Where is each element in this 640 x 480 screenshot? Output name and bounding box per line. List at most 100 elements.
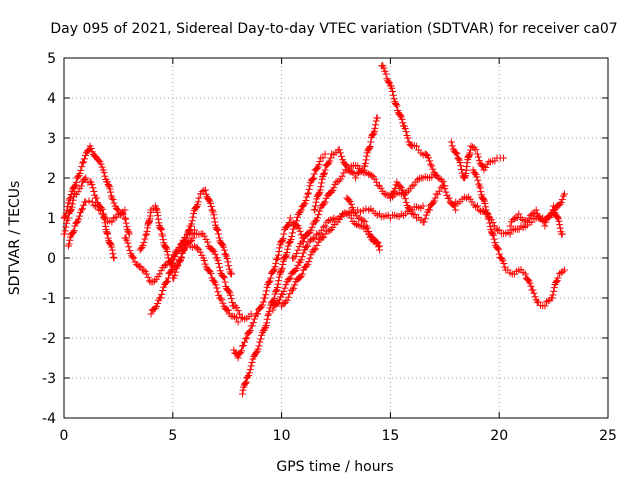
data-point [245,328,253,336]
data-point [190,210,198,218]
data-point [365,170,373,178]
data-point [88,198,96,206]
data-point [273,256,281,264]
data-point [74,188,82,196]
data-point [371,124,379,132]
data-point [392,101,400,109]
data-point [153,208,161,216]
data-point [139,242,147,250]
data-point [126,246,134,254]
data-point [473,173,481,181]
data-point [156,224,164,232]
data-point [286,238,294,246]
data-point [485,215,493,223]
data-point [558,195,566,203]
data-point [154,212,162,220]
data-point [319,223,327,231]
data-point [215,263,223,271]
series-track-6 [136,202,199,274]
data-point [238,347,246,355]
data-point [219,273,227,281]
data-point [288,233,296,241]
data-point [77,206,85,214]
data-point [408,210,416,218]
data-point [324,160,332,168]
data-point [550,287,558,295]
data-point [184,227,192,235]
data-point [316,157,324,165]
series-track-1 [60,142,133,238]
data-point [173,264,181,272]
data-point [188,220,196,228]
data-point [345,196,353,204]
data-point [552,278,560,286]
data-point [64,202,72,210]
data-point [317,179,325,187]
data-point [87,145,95,153]
data-point [482,203,490,211]
data-point [306,254,314,262]
data-point [265,279,273,287]
axis-ticks: 0 5 10 15 20 25 -4 -3 -2 -1 0 1 2 3 4 5 [42,51,617,444]
data-point [263,315,271,323]
data-point [298,253,306,261]
data-point [431,194,439,202]
data-point [399,119,407,127]
data-point [308,223,316,231]
data-point [262,287,270,295]
data-point [182,241,190,249]
x-tick-label: 15 [381,428,399,444]
data-point [335,146,343,154]
data-point [106,239,114,247]
data-point [166,258,174,266]
y-tick-label: 0 [47,251,56,267]
data-point [447,138,455,146]
data-point [288,286,296,294]
data-point [389,189,397,197]
data-point [141,235,149,243]
data-point [308,176,316,184]
data-point [78,205,86,213]
data-point [377,184,385,192]
data-point [473,202,481,210]
series-track-16 [386,178,460,226]
data-point [140,239,148,247]
data-point [200,256,208,264]
data-point [363,152,371,160]
data-point [261,323,269,331]
data-point [264,311,272,319]
data-point [541,302,549,310]
data-point [122,219,130,227]
data-point [77,182,85,190]
data-point [372,121,380,129]
data-point [474,176,482,184]
data-point [364,224,372,232]
x-tick-label: 5 [168,428,177,444]
data-point [330,184,338,192]
data-point [518,216,526,224]
data-point [215,260,223,268]
data-point [106,185,114,193]
data-point [271,263,279,271]
data-point [125,230,133,238]
data-point [550,202,558,210]
data-point [366,143,374,151]
data-point [328,188,336,196]
data-point [254,345,262,353]
data-point [224,258,232,266]
data-point [500,259,508,267]
x-tick-label: 25 [599,428,617,444]
data-point [554,213,562,221]
data-point [210,211,218,219]
data-point [411,211,419,219]
data-point [334,218,342,226]
data-point [297,206,305,214]
data-point [429,165,437,173]
data-point [227,295,235,303]
y-tick-label: 3 [47,131,56,147]
data-point [280,288,288,296]
data-point [274,251,282,259]
data-point [529,286,537,294]
data-point [370,127,378,135]
data-point [200,187,208,195]
